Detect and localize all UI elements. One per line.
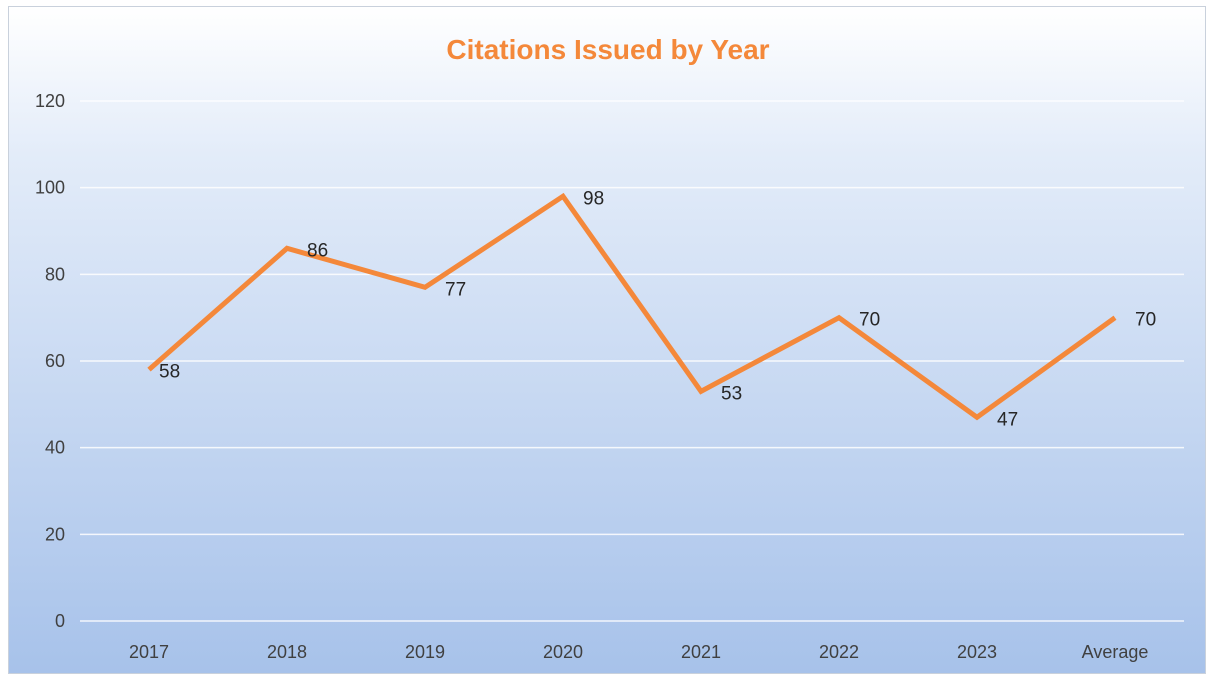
chart-background (9, 7, 1205, 673)
y-tick-label: 100 (35, 178, 65, 198)
x-tick-label: 2023 (957, 642, 997, 662)
y-axis-ticks: 0 20 40 60 80 100 120 (35, 91, 65, 631)
x-tick-label: 2022 (819, 642, 859, 662)
y-tick-label: 40 (45, 438, 65, 458)
data-labels: 58 86 77 98 53 70 47 70 (159, 188, 1156, 430)
data-label: 70 (1135, 310, 1156, 331)
data-label: 98 (583, 188, 604, 209)
y-tick-label: 0 (55, 611, 65, 631)
data-label: 58 (159, 362, 180, 383)
gridlines (80, 100, 1184, 622)
chart-frame: Citations Issued by Year 0 20 40 60 80 100 120… (8, 6, 1206, 674)
x-tick-label: 2021 (681, 642, 721, 662)
series-line (147, 192, 1117, 421)
x-tick-label: 2019 (405, 642, 445, 662)
x-tick-label: 2018 (267, 642, 307, 662)
y-tick-label: 80 (45, 264, 65, 284)
y-tick-label: 120 (35, 91, 65, 111)
x-tick-label: Average (1082, 642, 1149, 662)
x-tick-label: 2017 (129, 642, 169, 662)
chart-title: Citations Issued by Year (446, 34, 769, 65)
data-label: 86 (307, 240, 328, 261)
data-label: 70 (859, 310, 880, 331)
data-label: 47 (997, 409, 1018, 430)
series-layer (147, 192, 1117, 421)
y-tick-label: 20 (45, 524, 65, 544)
data-label: 53 (721, 383, 742, 404)
x-tick-label: 2020 (543, 642, 583, 662)
line-chart: Citations Issued by Year 0 20 40 60 80 100 120… (9, 7, 1205, 673)
data-label: 77 (445, 279, 466, 300)
x-axis-ticks: 2017 2018 2019 2020 2021 2022 2023 Average (129, 642, 1148, 662)
y-tick-label: 60 (45, 351, 65, 371)
